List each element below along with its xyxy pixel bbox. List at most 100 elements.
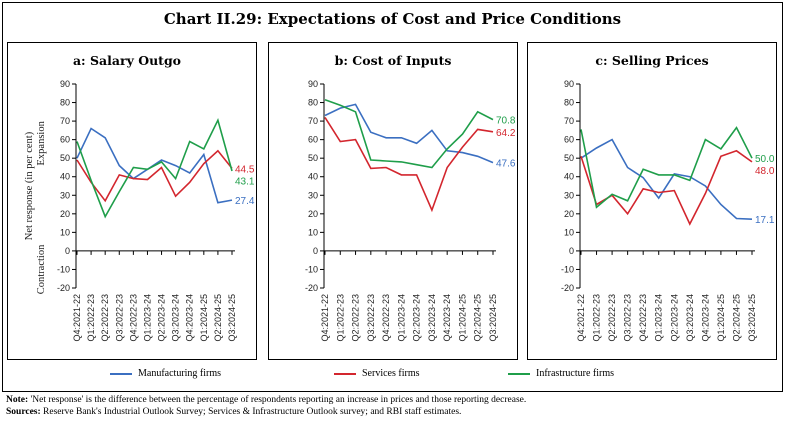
figure-title: Chart II.29: Expectations of Cost and Pr… (163, 10, 622, 28)
x-tick-label: Q3:2023-24 (685, 294, 695, 342)
y-tick-label: -20 (305, 283, 318, 293)
expansion-label: Expansion (36, 120, 47, 165)
series-line-services-firms (324, 116, 494, 213)
end-label: 27.4 (235, 196, 255, 207)
series-line-infrastructure-firms (324, 99, 494, 169)
legend: Manufacturing firms Services firms Infra… (0, 368, 785, 382)
end-label: 17.1 (755, 215, 775, 226)
series-line-infrastructure-firms (76, 117, 233, 219)
x-tick-label: Q1:2023-24 (396, 294, 406, 342)
y-tick-label: 0 (65, 246, 70, 256)
y-tick-label: 70 (564, 116, 574, 126)
end-label: 64.2 (496, 128, 516, 139)
panel-title: a: Salary Outgo (73, 53, 181, 68)
y-tick-label: -20 (561, 283, 574, 293)
legend-services: Services firms (334, 368, 420, 379)
notes: Note: 'Net response' is the difference b… (6, 394, 526, 418)
end-label: 50.0 (755, 154, 775, 165)
x-tick-label: Q2:2024-25 (731, 294, 741, 342)
panel-salary-outgo: a: Salary Outgo -20 -10 0 10 20 30 40 50 60 70 80 90… (7, 42, 257, 360)
x-tick-label: Q4:2023-24 (700, 294, 710, 342)
x-tick-label: Q2:2023-24 (412, 294, 422, 342)
y-tick-label: -10 (57, 264, 70, 274)
legend-swatch (508, 372, 530, 375)
x-tick-label: Q1:2023-24 (142, 294, 152, 342)
y-tick-label: 70 (308, 116, 318, 126)
figure-border (2, 2, 783, 392)
x-tick-label: Q1:2024-25 (716, 294, 726, 342)
legend-manufacturing: Manufacturing firms (110, 368, 221, 379)
series-line-manufacturing-firms (580, 138, 753, 220)
y-tick-label: 0 (569, 246, 574, 256)
end-label: 43.1 (235, 176, 255, 187)
y-tick-label: 90 (564, 79, 574, 89)
y-tick-label: 60 (564, 135, 574, 145)
x-tick-label: Q4:2022-23 (638, 294, 648, 342)
note-line: Note: 'Net response' is the difference b… (6, 394, 526, 406)
y-tick-label: 40 (308, 172, 318, 182)
y-tick-label: -10 (305, 264, 318, 274)
x-tick-label: Q2:2023-24 (157, 294, 167, 342)
legend-label: Manufacturing firms (138, 368, 222, 379)
x-tick-label: Q3:2022-23 (366, 294, 376, 342)
sources-label: Sources: (6, 407, 41, 417)
x-tick-label: Q2:2022-23 (100, 294, 110, 342)
y-tick-label: 30 (60, 190, 70, 200)
legend-swatch (110, 372, 132, 375)
x-tick-label: Q3:2023-24 (427, 294, 437, 342)
legend-label: Infrastructure firms (536, 368, 615, 379)
y-tick-label: 80 (60, 98, 70, 108)
y-tick-label: 30 (564, 190, 574, 200)
y-tick-label: 0 (313, 246, 318, 256)
end-label: 44.5 (235, 164, 255, 175)
y-tick-label: 10 (564, 227, 574, 237)
x-tick-label: Q4:2021-22 (320, 294, 330, 342)
x-tick-label: Q2:2024-25 (473, 294, 483, 342)
x-tick-label: Q1:2022-23 (592, 294, 602, 342)
contraction-label: Contraction (36, 244, 47, 294)
note-text: 'Net response' is the difference between… (28, 395, 527, 405)
x-tick-label: Q3:2022-23 (114, 294, 124, 342)
y-tick-label: 10 (60, 227, 70, 237)
y-tick-label: 90 (60, 79, 70, 89)
y-tick-label: 50 (564, 153, 574, 163)
y-tick-label: 20 (564, 209, 574, 219)
x-tick-label: Q1:2023-24 (654, 294, 664, 342)
sources-line: Sources: Reserve Bank's Industrial Outlo… (6, 406, 526, 418)
x-tick-label: Q3:2023-24 (171, 294, 181, 342)
y-tick-label: 80 (564, 98, 574, 108)
legend-swatch (334, 372, 356, 375)
x-tick-label: Q1:2022-23 (86, 294, 96, 342)
y-tick-label: 80 (308, 98, 318, 108)
panel-title: c: Selling Prices (595, 53, 708, 68)
x-tick-label: Q3:2024-25 (488, 294, 498, 342)
series-line-services-firms (76, 149, 233, 203)
x-tick-label: Q4:2021-22 (576, 294, 586, 342)
sources-text: Reserve Bank's Industrial Outlook Survey… (40, 407, 462, 417)
x-tick-label: Q3:2024-25 (227, 294, 237, 342)
y-tick-label: 70 (60, 116, 70, 126)
y-tick-label: -20 (57, 283, 70, 293)
note-label: Note: (6, 395, 29, 405)
end-label: 48.0 (755, 166, 775, 177)
y-axis-label: Net response (in per cent) (24, 131, 35, 240)
end-label: 70.8 (496, 116, 516, 127)
y-tick-label: 30 (308, 190, 318, 200)
x-tick-label: Q3:2024-25 (747, 294, 757, 342)
y-tick-label: 20 (60, 209, 70, 219)
y-tick-label: 50 (60, 153, 70, 163)
panel-title: b: Cost of Inputs (335, 53, 452, 68)
y-tick-label: 20 (308, 209, 318, 219)
y-tick-label: -10 (561, 264, 574, 274)
y-tick-label: 60 (308, 135, 318, 145)
panel-selling-prices: c: Selling Prices -20 -10 0 10 20 30 40 50 60 70 80… (527, 42, 777, 360)
end-label: 47.6 (496, 159, 516, 170)
y-tick-label: 60 (60, 135, 70, 145)
y-tick-label: 50 (308, 153, 318, 163)
series-line-infrastructure-firms (580, 126, 753, 209)
panel-cost-of-inputs: b: Cost of Inputs -20 -10 0 10 20 30 40 50 60 70 80… (268, 42, 518, 360)
x-tick-label: Q4:2022-23 (128, 294, 138, 342)
x-tick-label: Q2:2022-23 (607, 294, 617, 342)
legend-label: Services firms (362, 368, 420, 379)
